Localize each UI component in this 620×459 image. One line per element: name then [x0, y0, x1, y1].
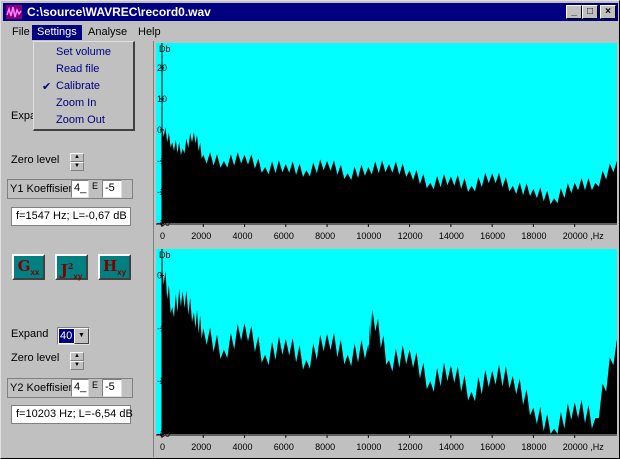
y1-koeff-e-label: E: [92, 181, 99, 191]
zero-level-spinner-1[interactable]: ▲ ▼: [70, 153, 84, 171]
plot1-xtick-label: 2000: [191, 231, 211, 241]
menu-item-calibrate[interactable]: Calibrate: [56, 80, 101, 92]
plot1-ytick-label: 10: [157, 94, 167, 104]
plot2-xtick-label: 10000: [356, 442, 381, 452]
plot2-xtick-label: 2000: [191, 442, 211, 452]
minimize-button[interactable]: _: [566, 5, 582, 19]
y1-koeff-label: Y1 Koeffisien: [10, 183, 75, 195]
close-icon: ×: [605, 6, 611, 17]
plot1-xtick-label: 10000: [356, 231, 381, 241]
hxy-letter: H: [102, 257, 118, 275]
hxy-sub: xy: [117, 268, 127, 277]
minimize-icon: _: [571, 6, 577, 17]
plot1-xtick-label: 16000: [480, 231, 505, 241]
close-button[interactable]: ×: [600, 5, 616, 19]
spin-up-icon[interactable]: ▲: [70, 352, 84, 361]
plot1-xtick-label: 8000: [315, 231, 335, 241]
plot2-ytick-label: -20: [157, 376, 170, 386]
menu-item-zoom-in[interactable]: Zoom In: [56, 97, 97, 109]
jxy-letter: J: [60, 261, 68, 279]
plot2-ytick-label: -10: [157, 323, 170, 333]
y2-readout: f=10203 Hz; L=-6,54 dB: [11, 405, 133, 424]
expand-label-2: Expand: [11, 328, 49, 340]
y2-koeff-label: Y2 Koeffisien: [10, 382, 75, 394]
plot2-xtick-label: 20000 ,Hz: [563, 442, 605, 452]
y2-koeff-e-label: E: [92, 380, 99, 390]
plot1-xtick-label: 20000 ,Hz: [563, 231, 605, 241]
y1-koeff-exponent[interactable]: -5: [102, 180, 122, 198]
plot2-xtick-label: 6000: [274, 442, 294, 452]
plot2-spectrum: [162, 264, 617, 434]
plot1-ylabel: Db: [159, 44, 171, 54]
y1-readout: f=1547 Hz; L=-0,67 dB: [11, 207, 131, 226]
plot2-xtick-label: 8000: [315, 442, 335, 452]
maximize-button[interactable]: □: [582, 5, 598, 19]
plot2-ytick-label: -30: [157, 429, 170, 439]
plot1-xtick-label: 0: [160, 231, 165, 241]
spectrum-plots[interactable]: Db 20 10 0 -10 -20 -30 0 2000 4000 6000 8000 10000 12…: [154, 41, 620, 457]
plot1-ytick-label: 20: [157, 63, 167, 73]
plot2-xtick-label: 14000: [439, 442, 464, 452]
plot2-ytick-label: 0: [157, 270, 162, 280]
plot2-xtick-label: 0: [160, 442, 165, 452]
plot2-xtick-label: 18000: [521, 442, 546, 452]
hxy-button[interactable]: Hxy: [98, 254, 131, 280]
spin-down-icon[interactable]: ▼: [70, 361, 84, 370]
window-title: C:\source\WAVREC\record0.wav: [27, 5, 211, 19]
plot1-ytick-label: -30: [157, 218, 170, 228]
plot1-xtick-label: 6000: [274, 231, 294, 241]
plot-area: Db 20 10 0 -10 -20 -30 0 2000 4000 6000 8000 10000 12…: [153, 41, 619, 457]
zero-level-label-2: Zero level: [11, 352, 60, 364]
zero-level-spinner-2[interactable]: ▲ ▼: [70, 352, 84, 370]
plot1-xtick-label: 14000: [439, 231, 464, 241]
menu-item-set-volume[interactable]: Set volume: [56, 46, 112, 58]
title-bar[interactable]: C:\source\WAVREC\record0.wav _ □ ×: [3, 3, 618, 21]
y2-koeff-mantissa[interactable]: 4_: [71, 379, 89, 397]
menu-analyse[interactable]: Analyse: [88, 26, 128, 38]
expand-combo-2[interactable]: 40 ▼: [57, 327, 90, 345]
plot2-xtick-label: 16000: [480, 442, 505, 452]
plot1-xtick-label: 12000: [398, 231, 423, 241]
expand-value-2: 40: [59, 329, 76, 343]
y2-koeff-exponent[interactable]: -5: [102, 379, 122, 397]
menu-file[interactable]: File: [12, 26, 30, 38]
gxx-letter: G: [17, 257, 31, 275]
spin-down-icon[interactable]: ▼: [70, 162, 84, 171]
menu-bar: File Settings Analyse Help: [3, 22, 618, 41]
jxy-button[interactable]: J2xy: [55, 254, 88, 281]
plot2-xtick-label: 4000: [233, 442, 253, 452]
gxx-button[interactable]: Gxx: [12, 254, 45, 280]
menu-item-read-file[interactable]: Read file: [56, 63, 100, 75]
checkmark-icon: ✔: [42, 81, 52, 93]
menu-item-zoom-out[interactable]: Zoom Out: [56, 114, 105, 126]
control-panel: Expa Zero level ▲ ▼ Y1 Koeffisien 4_ E -…: [3, 41, 153, 457]
zero-level-label-1: Zero level: [11, 154, 60, 166]
plot1-xtick-label: 4000: [233, 231, 253, 241]
plot1-spectrum: [162, 126, 617, 223]
gxx-sub: xx: [30, 268, 40, 277]
y2-koeff-group: Y2 Koeffisien 4_ E -5: [7, 378, 133, 398]
y1-koeff-group: Y1 Koeffisien 4_ E -5: [7, 179, 133, 199]
jxy-sup: 2: [67, 261, 74, 271]
chevron-down-icon[interactable]: ▼: [74, 328, 89, 344]
settings-dropdown: Set volume Read file ✔ Calibrate Zoom In…: [33, 41, 135, 131]
y1-koeff-mantissa[interactable]: 4_: [71, 180, 89, 198]
plot1-ytick-label: -10: [157, 156, 170, 166]
menu-settings[interactable]: Settings: [32, 25, 82, 40]
plot1-xtick-label: 18000: [521, 231, 546, 241]
expand-label-1: Expa: [11, 110, 37, 122]
plot2-ylabel: Db: [159, 250, 171, 260]
plot1-ytick-label: -20: [157, 187, 170, 197]
wave-app-icon: [6, 5, 22, 19]
menu-help[interactable]: Help: [138, 26, 161, 38]
plot1-ytick-label: 0: [157, 125, 162, 135]
plot2-xtick-label: 12000: [398, 442, 423, 452]
jxy-sub: xy: [73, 272, 83, 281]
spin-up-icon[interactable]: ▲: [70, 153, 84, 162]
maximize-icon: □: [586, 6, 594, 17]
